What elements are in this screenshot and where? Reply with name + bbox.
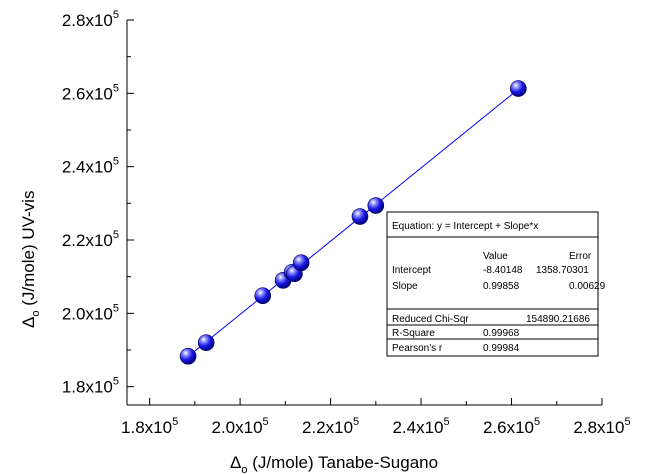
y-tick-label-mantissa: 2.0x10 bbox=[62, 304, 113, 323]
x-tick-label-exponent: 5 bbox=[624, 416, 630, 428]
y-tick-label-mantissa: 2.4x10 bbox=[62, 158, 113, 177]
data-point bbox=[254, 287, 272, 305]
x-axis-label: Δo (J/mole) Tanabe-Sugano bbox=[230, 453, 438, 474]
x-tick-label: 2.2x105 bbox=[302, 416, 359, 437]
stats-pearson-value: 0.99984 bbox=[483, 343, 520, 354]
x-axis-label-subscript: o bbox=[241, 464, 247, 474]
x-tick-label: 2.8x105 bbox=[573, 416, 630, 437]
x-tick-label: 2.4x105 bbox=[392, 416, 449, 437]
y-tick-label: 2.4x105 bbox=[62, 156, 119, 177]
fit-line bbox=[187, 88, 519, 357]
stats-equation: Equation: y = Intercept + Slope*x bbox=[392, 221, 538, 232]
stats-slope-error: 0.00629 bbox=[569, 281, 606, 292]
stats-box: Equation: y = Intercept + Slope*x Value … bbox=[386, 211, 606, 357]
stats-intercept-value: -8.40148 bbox=[483, 265, 523, 276]
x-tick-label-exponent: 5 bbox=[534, 416, 540, 428]
stats-header-value: Value bbox=[483, 251, 508, 262]
x-tick-label-exponent: 5 bbox=[263, 416, 269, 428]
x-tick-label-mantissa: 2.8x10 bbox=[573, 418, 624, 437]
y-tick-label-exponent: 5 bbox=[113, 229, 119, 241]
x-tick-label: 1.8x105 bbox=[121, 416, 178, 437]
y-axis-label-subscript: o bbox=[30, 311, 42, 317]
data-point bbox=[351, 208, 369, 225]
x-tick-label-exponent: 5 bbox=[353, 416, 359, 428]
y-tick-label-mantissa: 2.2x10 bbox=[62, 231, 113, 250]
x-tick-label-mantissa: 2.0x10 bbox=[212, 418, 263, 437]
data-points bbox=[179, 80, 527, 365]
y-tick-label-exponent: 5 bbox=[113, 82, 119, 94]
stats-intercept-error: 1358.70301 bbox=[536, 265, 589, 276]
y-tick-label-mantissa: 2.8x10 bbox=[62, 11, 113, 30]
x-tick-label-exponent: 5 bbox=[172, 416, 178, 428]
y-axis-label: Δo (J/mole) UV-vis bbox=[19, 191, 42, 328]
stats-chi-value: 154890.21686 bbox=[526, 314, 590, 325]
data-point bbox=[197, 334, 215, 351]
y-tick-label: 2.8x105 bbox=[62, 9, 119, 30]
x-tick-label: 2.0x105 bbox=[212, 416, 269, 437]
x-tick-label: 2.6x105 bbox=[483, 416, 540, 437]
fit-line-group bbox=[187, 88, 519, 357]
y-tick-label: 2.6x105 bbox=[62, 82, 119, 103]
stats-header-error: Error bbox=[569, 251, 592, 262]
stats-chi-label: Reduced Chi-Sqr bbox=[392, 314, 469, 325]
stats-slope-value: 0.99858 bbox=[483, 281, 520, 292]
y-axis-label-text: (J/mole) UV-vis bbox=[19, 191, 38, 311]
x-tick-label-mantissa: 2.2x10 bbox=[302, 418, 353, 437]
y-tick-label-mantissa: 2.6x10 bbox=[62, 84, 113, 103]
y-axis-label-symbol: Δ bbox=[19, 317, 38, 328]
axis-ticks: 1.8x105 2.0x105 2.2x105 2.4x105 2.6x105 2.8x1… bbox=[62, 9, 631, 437]
x-tick-label-mantissa: 1.8x10 bbox=[121, 418, 172, 437]
x-axis-label-symbol: Δ bbox=[230, 453, 241, 472]
data-point bbox=[367, 197, 385, 214]
y-tick-label: 2.0x105 bbox=[62, 302, 119, 323]
x-tick-label-exponent: 5 bbox=[444, 416, 450, 428]
x-tick-label-mantissa: 2.4x10 bbox=[392, 418, 443, 437]
stats-slope-label: Slope bbox=[392, 281, 418, 292]
x-tick-label-mantissa: 2.6x10 bbox=[483, 418, 534, 437]
x-axis-label-text: (J/mole) Tanabe-Sugano bbox=[247, 453, 438, 472]
y-tick-label-mantissa: 1.8x10 bbox=[62, 378, 113, 397]
y-tick-label-exponent: 5 bbox=[113, 302, 119, 314]
stats-intercept-label: Intercept bbox=[392, 265, 431, 276]
data-point bbox=[179, 347, 197, 365]
y-tick-label: 1.8x105 bbox=[62, 376, 119, 397]
data-point bbox=[292, 254, 310, 272]
stats-pearson-label: Pearson's r bbox=[392, 343, 443, 354]
stats-rsquare-label: R-Square bbox=[392, 328, 435, 339]
y-tick-label: 2.2x105 bbox=[62, 229, 119, 250]
stats-box-frame bbox=[386, 211, 599, 357]
data-point bbox=[510, 80, 527, 97]
stats-rsquare-value: 0.99968 bbox=[483, 328, 520, 339]
y-tick-label-exponent: 5 bbox=[113, 376, 119, 388]
y-tick-label-exponent: 5 bbox=[113, 9, 119, 21]
y-tick-label-exponent: 5 bbox=[113, 156, 119, 168]
